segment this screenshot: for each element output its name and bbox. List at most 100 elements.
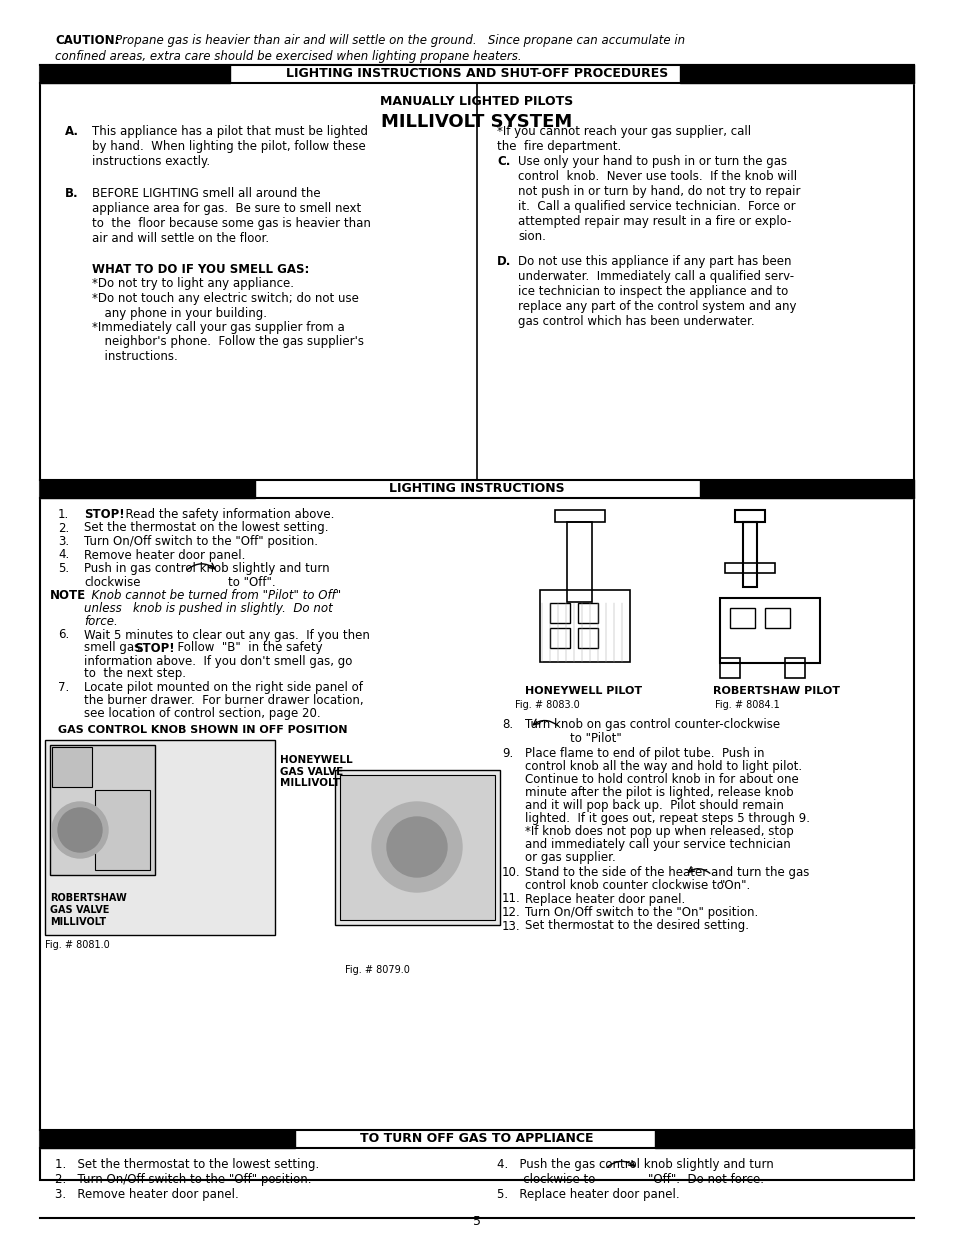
Bar — [578, 603, 598, 622]
Bar — [539, 590, 629, 662]
Text: to "Off".: to "Off". — [228, 576, 275, 589]
Text: Turn On/Off switch to the "On" position.: Turn On/Off switch to the "On" position. — [524, 906, 758, 919]
Text: BEFORE LIGHTING smell all around the
appliance area for gas.  Be sure to smell n: BEFORE LIGHTING smell all around the app… — [91, 186, 371, 245]
Text: :  Knob cannot be turned from "Pilot" to Off": : Knob cannot be turned from "Pilot" to … — [80, 589, 341, 601]
Text: 5.: 5. — [58, 562, 69, 576]
Text: MILLIVOLT SYSTEM: MILLIVOLT SYSTEM — [381, 112, 572, 131]
Text: Fig. # 8081.0: Fig. # 8081.0 — [45, 940, 110, 950]
Text: 4.: 4. — [58, 548, 70, 562]
Text: STOP!: STOP! — [84, 508, 125, 521]
Bar — [50, 745, 154, 876]
Text: *If you cannot reach your gas supplier, call
the  fire department.: *If you cannot reach your gas supplier, … — [497, 125, 750, 153]
Text: clockwise to: clockwise to — [497, 1173, 595, 1186]
Text: Push in gas control knob slightly and turn: Push in gas control knob slightly and tu… — [84, 562, 330, 576]
Text: *Immediately call your gas supplier from a: *Immediately call your gas supplier from… — [91, 321, 344, 333]
Text: or gas supplier.: or gas supplier. — [524, 851, 615, 864]
Text: ROBERTSHAW: ROBERTSHAW — [50, 893, 127, 903]
Bar — [742, 522, 757, 587]
Text: *Do not try to light any appliance.: *Do not try to light any appliance. — [91, 278, 294, 290]
Bar — [45, 740, 274, 935]
Text: Continue to hold control knob in for about one: Continue to hold control knob in for abo… — [524, 773, 798, 785]
Text: Wait 5 minutes to clear out any gas.  If you then: Wait 5 minutes to clear out any gas. If … — [84, 629, 370, 641]
Circle shape — [58, 808, 102, 852]
Text: Remove heater door panel.: Remove heater door panel. — [84, 548, 245, 562]
Text: LIGHTING INSTRUCTIONS: LIGHTING INSTRUCTIONS — [389, 482, 564, 495]
Text: smell gas,: smell gas, — [84, 641, 144, 655]
Text: STOP!: STOP! — [133, 641, 174, 655]
Text: Fig. # 8079.0: Fig. # 8079.0 — [345, 965, 410, 974]
Text: Set the thermostat on the lowest setting.: Set the thermostat on the lowest setting… — [84, 521, 328, 535]
Text: C.: C. — [497, 156, 510, 168]
Text: control knob all the way and hold to light pilot.: control knob all the way and hold to lig… — [524, 760, 801, 773]
Text: Set thermostat to the desired setting.: Set thermostat to the desired setting. — [524, 920, 748, 932]
Bar — [729, 608, 754, 629]
Text: "Off".  Do not force.: "Off". Do not force. — [647, 1173, 763, 1186]
Text: TO TURN OFF GAS TO APPLIANCE: TO TURN OFF GAS TO APPLIANCE — [360, 1132, 593, 1145]
Text: Do not use this appliance if any part has been
underwater.  Immediately call a q: Do not use this appliance if any part ha… — [517, 254, 796, 329]
Text: Place flame to end of pilot tube.  Push in: Place flame to end of pilot tube. Push i… — [524, 747, 763, 760]
Text: 9.: 9. — [501, 747, 513, 760]
Bar — [720, 658, 740, 678]
Circle shape — [387, 818, 447, 877]
Text: This appliance has a pilot that must be lighted
by hand.  When lighting the pilo: This appliance has a pilot that must be … — [91, 125, 368, 168]
Bar — [734, 510, 764, 522]
Text: D.: D. — [497, 254, 511, 268]
Text: 2.   Turn On/Off switch to the "Off" position.: 2. Turn On/Off switch to the "Off" posit… — [55, 1173, 312, 1186]
Text: CAUTION:: CAUTION: — [55, 35, 119, 47]
Text: the burner drawer.  For burner drawer location,: the burner drawer. For burner drawer loc… — [84, 694, 363, 706]
Text: ROBERTSHAW PILOT: ROBERTSHAW PILOT — [712, 685, 840, 697]
Text: minute after the pilot is lighted, release knob: minute after the pilot is lighted, relea… — [524, 785, 793, 799]
Circle shape — [52, 802, 108, 858]
Text: Follow  "B"  in the safety: Follow "B" in the safety — [170, 641, 322, 655]
Text: NOTE: NOTE — [50, 589, 86, 601]
Bar — [784, 658, 804, 678]
Text: "On".: "On". — [720, 879, 750, 892]
Text: MILLIVOLT: MILLIVOLT — [50, 918, 106, 927]
Text: 12.: 12. — [501, 906, 520, 919]
Text: Fig. # 8083.0: Fig. # 8083.0 — [515, 700, 579, 710]
Text: instructions.: instructions. — [97, 350, 177, 363]
Text: force.: force. — [84, 615, 117, 629]
Text: 5: 5 — [473, 1215, 480, 1228]
Text: HONEYWELL PILOT: HONEYWELL PILOT — [524, 685, 641, 697]
Text: Propane gas is heavier than air and will settle on the ground.   Since propane c: Propane gas is heavier than air and will… — [115, 35, 684, 47]
Text: Fig. # 8084.1: Fig. # 8084.1 — [714, 700, 779, 710]
Text: Use only your hand to push in or turn the gas
control  knob.  Never use tools.  : Use only your hand to push in or turn th… — [517, 156, 800, 243]
Text: 2.: 2. — [58, 521, 70, 535]
Text: WHAT TO DO IF YOU SMELL GAS:: WHAT TO DO IF YOU SMELL GAS: — [91, 263, 309, 275]
Text: 1.: 1. — [58, 508, 70, 521]
Text: information above.  If you don't smell gas, go: information above. If you don't smell ga… — [84, 655, 352, 667]
Text: and immediately call your service technician: and immediately call your service techni… — [524, 839, 790, 851]
Text: 10.: 10. — [501, 866, 520, 879]
Text: MANUALLY LIGHTED PILOTS: MANUALLY LIGHTED PILOTS — [380, 95, 573, 107]
Bar — [550, 629, 569, 648]
Text: any phone in your building.: any phone in your building. — [97, 306, 267, 320]
Text: to  the next step.: to the next step. — [84, 667, 186, 680]
Text: neighbor's phone.  Follow the gas supplier's: neighbor's phone. Follow the gas supplie… — [97, 336, 364, 348]
Bar — [720, 598, 820, 663]
Text: GAS VALVE: GAS VALVE — [50, 905, 110, 915]
Text: Read the safety information above.: Read the safety information above. — [118, 508, 334, 521]
Text: 13.: 13. — [501, 920, 520, 932]
Bar — [724, 563, 774, 573]
Text: and it will pop back up.  Pilot should remain: and it will pop back up. Pilot should re… — [524, 799, 783, 811]
Circle shape — [372, 802, 461, 892]
Text: Turn knob on gas control counter-clockwise: Turn knob on gas control counter-clockwi… — [524, 718, 780, 731]
Text: 1.   Set the thermostat to the lowest setting.: 1. Set the thermostat to the lowest sett… — [55, 1158, 319, 1171]
Text: 3.: 3. — [58, 535, 69, 548]
Bar — [52, 747, 91, 787]
Bar — [339, 776, 495, 920]
Text: B.: B. — [65, 186, 78, 200]
Text: unless   knob is pushed in slightly.  Do not: unless knob is pushed in slightly. Do no… — [84, 601, 333, 615]
Text: 7.: 7. — [58, 680, 70, 694]
Text: GAS CONTROL KNOB SHOWN IN OFF POSITION: GAS CONTROL KNOB SHOWN IN OFF POSITION — [58, 725, 347, 735]
Text: confined areas, extra care should be exercised when lighting propane heaters.: confined areas, extra care should be exe… — [55, 49, 521, 63]
Text: see location of control section, page 20.: see location of control section, page 20… — [84, 706, 320, 720]
Text: 6.: 6. — [58, 629, 70, 641]
Text: 5.   Replace heater door panel.: 5. Replace heater door panel. — [497, 1188, 679, 1200]
Text: A.: A. — [65, 125, 79, 138]
Bar — [550, 603, 569, 622]
Bar — [578, 629, 598, 648]
Bar — [335, 769, 499, 925]
Bar — [555, 510, 604, 522]
